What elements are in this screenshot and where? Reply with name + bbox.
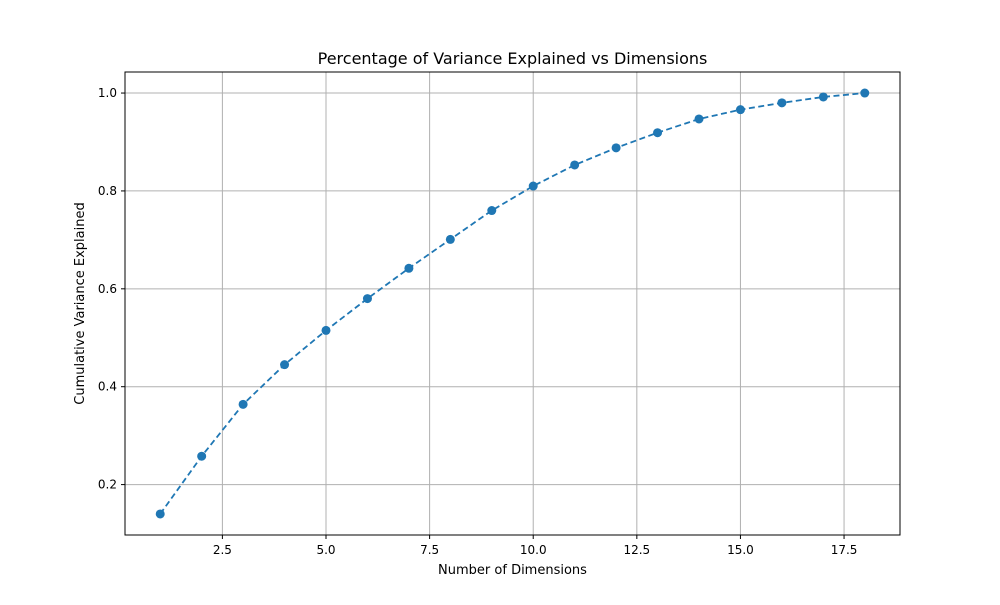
ticks-layer: 2.5 5.0 7.5 10.0 12.5 15.0 17.5 0.2 0.4 0.6 0.8 1.0 [98,86,858,557]
x-tick-label: 7.5 [420,543,439,557]
grid-layer [125,72,900,535]
x-axis-label: Number of Dimensions [438,563,587,578]
data-point [611,143,621,153]
chart-title: Percentage of Variance Explained vs Dime… [318,49,708,68]
y-axis-label: Cumulative Variance Explained [73,202,88,404]
data-point [777,98,787,108]
data-point [860,88,870,98]
data-point [694,114,704,124]
data-point [404,263,414,273]
data-point [238,399,248,409]
data-point [570,160,580,170]
data-point [818,92,828,102]
x-tick-label: 15.0 [727,543,754,557]
data-point [528,181,538,191]
series-layer [155,88,870,519]
data-point [487,206,497,216]
y-tick-label: 0.8 [98,184,117,198]
y-tick-label: 0.4 [98,380,117,394]
data-point [197,451,207,461]
y-tick-label: 0.2 [98,478,117,492]
data-point [735,105,745,115]
data-point [653,128,663,138]
data-point [362,294,372,304]
data-point [155,509,165,519]
series-line [159,92,865,515]
data-point [280,360,290,370]
x-tick-label: 5.0 [316,543,335,557]
plot-frame [124,71,901,536]
y-tick-label: 0.6 [98,282,117,296]
x-tick-label: 17.5 [831,543,858,557]
x-tick-label: 10.0 [520,543,547,557]
x-tick-label: 12.5 [623,543,650,557]
y-tick-label: 1.0 [98,86,117,100]
data-point [445,234,455,244]
data-point [321,325,331,335]
x-tick-label: 2.5 [213,543,232,557]
